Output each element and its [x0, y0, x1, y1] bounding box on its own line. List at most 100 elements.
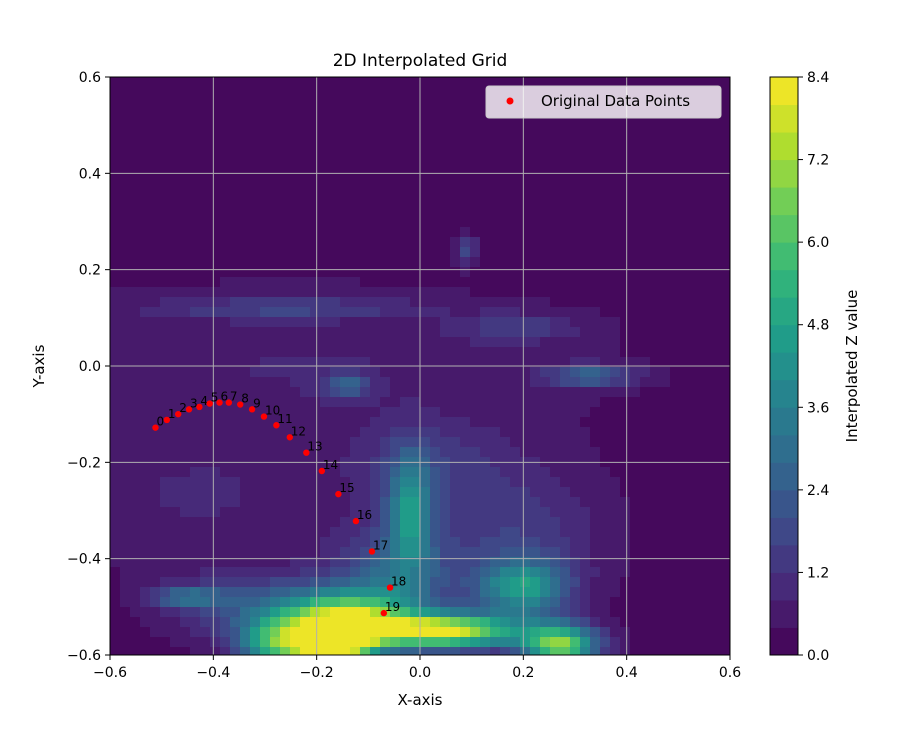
heatmap-cell — [370, 317, 381, 328]
heatmap-cell — [530, 557, 541, 568]
heatmap-cell — [710, 147, 721, 158]
heatmap-cell — [170, 127, 181, 138]
heatmap-cell — [440, 357, 451, 368]
heatmap-cell — [600, 147, 611, 158]
heatmap-cell — [300, 577, 311, 588]
data-point — [368, 548, 376, 555]
heatmap-cell — [720, 97, 730, 108]
x-tick-label: −0.6 — [93, 665, 127, 681]
heatmap-cell — [370, 347, 381, 358]
heatmap-cell — [360, 217, 371, 228]
heatmap-cell — [220, 417, 231, 428]
heatmap-cell — [240, 367, 251, 378]
heatmap-cell — [720, 107, 730, 118]
heatmap-cell — [680, 517, 691, 528]
heatmap-cell — [250, 207, 261, 218]
heatmap-cell — [700, 377, 711, 388]
heatmap-cell — [620, 387, 631, 398]
heatmap-cell — [190, 507, 201, 518]
heatmap-cell — [470, 77, 481, 88]
heatmap-cell — [390, 497, 401, 508]
heatmap-cell — [570, 567, 581, 578]
heatmap-cell — [450, 187, 461, 198]
heatmap-cell — [410, 217, 421, 228]
heatmap-cell — [370, 217, 381, 228]
heatmap-cell — [460, 517, 471, 528]
heatmap-cell — [570, 507, 581, 518]
data-point-label: 11 — [277, 412, 292, 426]
heatmap-cell — [710, 637, 721, 648]
heatmap-cell — [420, 137, 431, 148]
heatmap-cell — [150, 577, 161, 588]
heatmap-cell — [510, 117, 521, 128]
heatmap-cell — [250, 537, 261, 548]
heatmap-cell — [710, 597, 721, 608]
heatmap-cell — [500, 307, 511, 318]
heatmap-cell — [670, 377, 681, 388]
heatmap-cell — [450, 287, 461, 298]
heatmap-cell — [470, 367, 481, 378]
heatmap-cell — [300, 507, 311, 518]
heatmap-cell — [120, 537, 131, 548]
heatmap-cell — [610, 357, 621, 368]
heatmap-cell — [500, 477, 511, 488]
heatmap-cell — [620, 157, 631, 168]
heatmap-cell — [390, 247, 401, 258]
heatmap-cell — [350, 177, 361, 188]
heatmap-cell — [120, 337, 131, 348]
heatmap-cell — [460, 247, 471, 258]
heatmap-cell — [660, 617, 671, 628]
heatmap-cell — [500, 237, 511, 248]
heatmap-cell — [570, 547, 581, 558]
heatmap-cell — [580, 127, 591, 138]
heatmap-cell — [460, 337, 471, 348]
heatmap-cell — [470, 97, 481, 108]
heatmap-cell — [110, 497, 121, 508]
heatmap-cell — [330, 257, 341, 268]
heatmap-cell — [220, 157, 231, 168]
heatmap-cell — [320, 87, 331, 98]
heatmap-cell — [310, 207, 321, 218]
heatmap-cell — [460, 587, 471, 598]
data-point-label: 7 — [230, 390, 238, 404]
heatmap-cell — [350, 347, 361, 358]
heatmap-cell — [310, 567, 321, 578]
heatmap-cell — [620, 237, 631, 248]
heatmap-cell — [420, 247, 431, 258]
heatmap-cell — [310, 397, 321, 408]
heatmap-cell — [480, 297, 491, 308]
heatmap-cell — [500, 527, 511, 538]
heatmap-cell — [290, 487, 301, 498]
heatmap-cell — [260, 397, 271, 408]
heatmap-cell — [630, 257, 641, 268]
heatmap-cell — [200, 647, 211, 655]
heatmap-cell — [520, 347, 531, 358]
heatmap-cell — [320, 297, 331, 308]
heatmap-cell — [610, 417, 621, 428]
heatmap-cell — [180, 357, 191, 368]
heatmap-cell — [260, 417, 271, 428]
heatmap-cell — [350, 637, 361, 648]
heatmap-cell — [720, 367, 730, 378]
heatmap-cell — [440, 567, 451, 578]
heatmap-cell — [480, 277, 491, 288]
heatmap-cell — [140, 597, 151, 608]
heatmap-cell — [360, 357, 371, 368]
heatmap-cell — [610, 147, 621, 158]
heatmap-cell — [500, 437, 511, 448]
heatmap-cell — [690, 527, 701, 538]
heatmap-cell — [600, 307, 611, 318]
heatmap-cell — [610, 157, 621, 168]
heatmap-cell — [430, 387, 441, 398]
heatmap-cell — [670, 157, 681, 168]
heatmap-cell — [720, 437, 730, 448]
heatmap-cell — [640, 447, 651, 458]
heatmap-cell — [150, 517, 161, 528]
heatmap-cell — [350, 357, 361, 368]
heatmap-cell — [520, 317, 531, 328]
heatmap-cell — [460, 537, 471, 548]
heatmap-cell — [310, 547, 321, 558]
heatmap-cell — [660, 277, 671, 288]
heatmap-cell — [560, 247, 571, 258]
colorbar-band — [770, 187, 798, 216]
